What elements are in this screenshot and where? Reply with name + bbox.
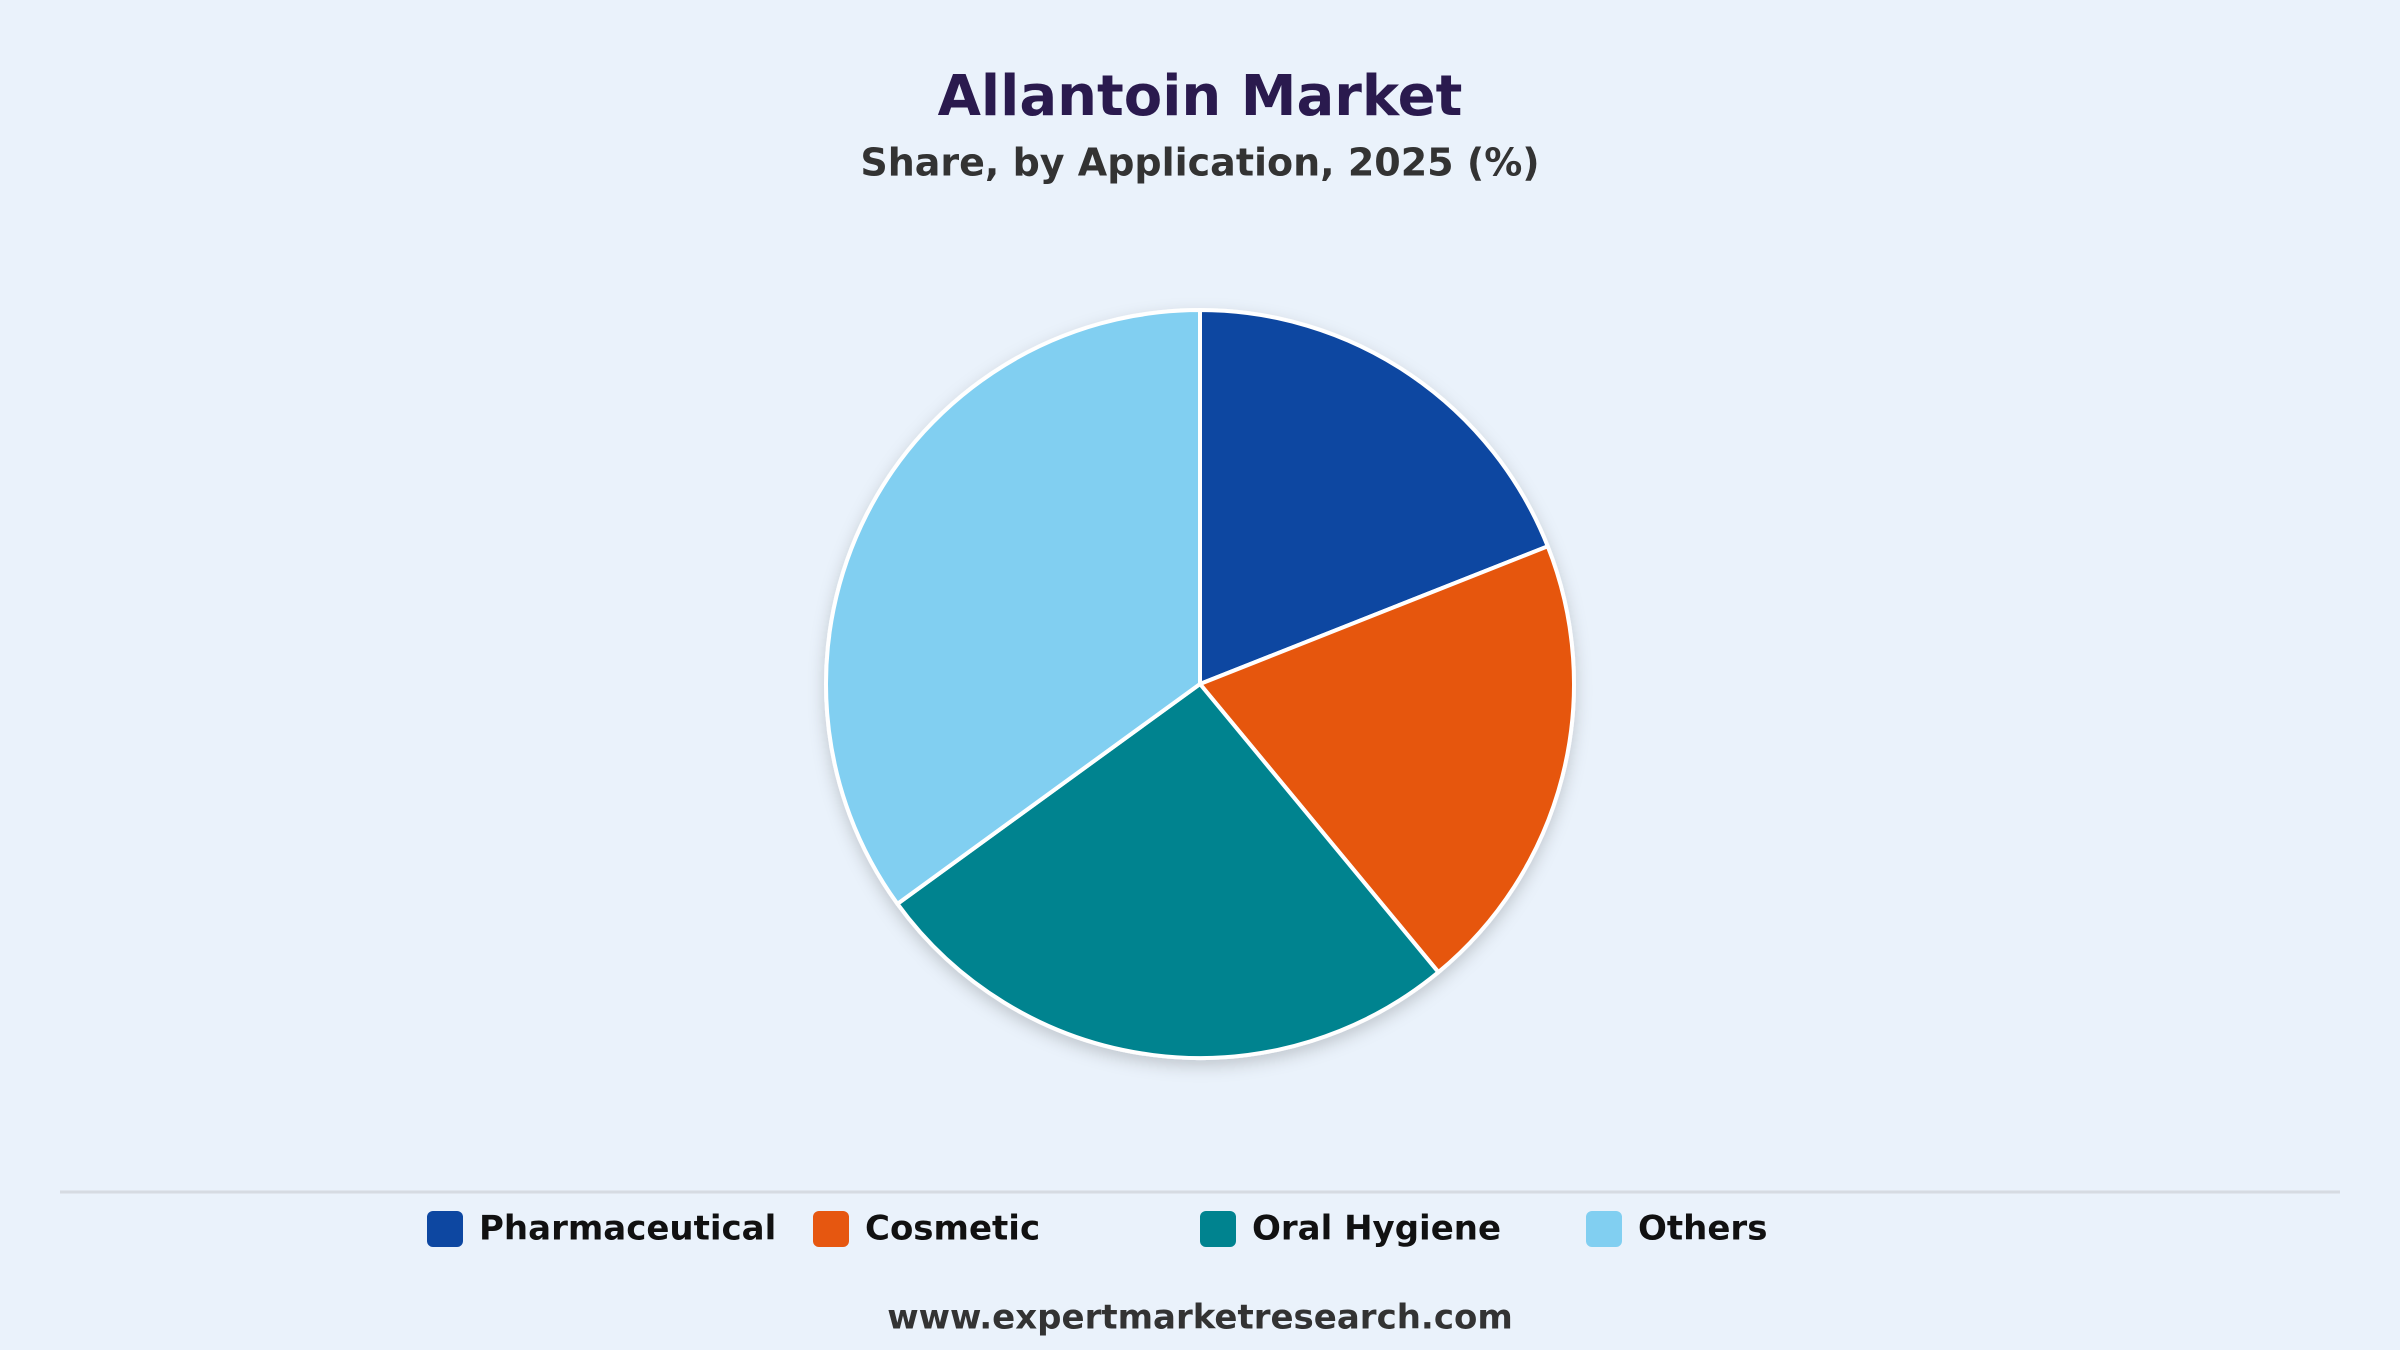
legend-label: Others (1638, 1209, 1767, 1249)
source: www.expertmarketresearch.com (887, 1298, 1513, 1338)
legend-label: Pharmaceutical (479, 1209, 776, 1249)
legend-swatch (1586, 1211, 1622, 1247)
legend-swatch (1200, 1211, 1236, 1247)
chart-subtitle: Share, by Application, 2025 (%) (860, 141, 1539, 185)
pie (824, 308, 1577, 1060)
pie-slice (1198, 308, 1550, 686)
legend: Pharmaceutical Cosmetic Oral Hygiene Others (427, 1209, 1767, 1249)
pie-slice (895, 682, 1441, 1060)
chart-title: Allantoin Market (938, 64, 1463, 129)
pie-slice (1198, 544, 1577, 975)
pie-slice (824, 308, 1202, 906)
legend-label: Oral Hygiene (1252, 1209, 1501, 1249)
legend-swatch (427, 1211, 463, 1247)
legend-label: Cosmetic (865, 1209, 1040, 1249)
legend-swatch (813, 1211, 849, 1247)
